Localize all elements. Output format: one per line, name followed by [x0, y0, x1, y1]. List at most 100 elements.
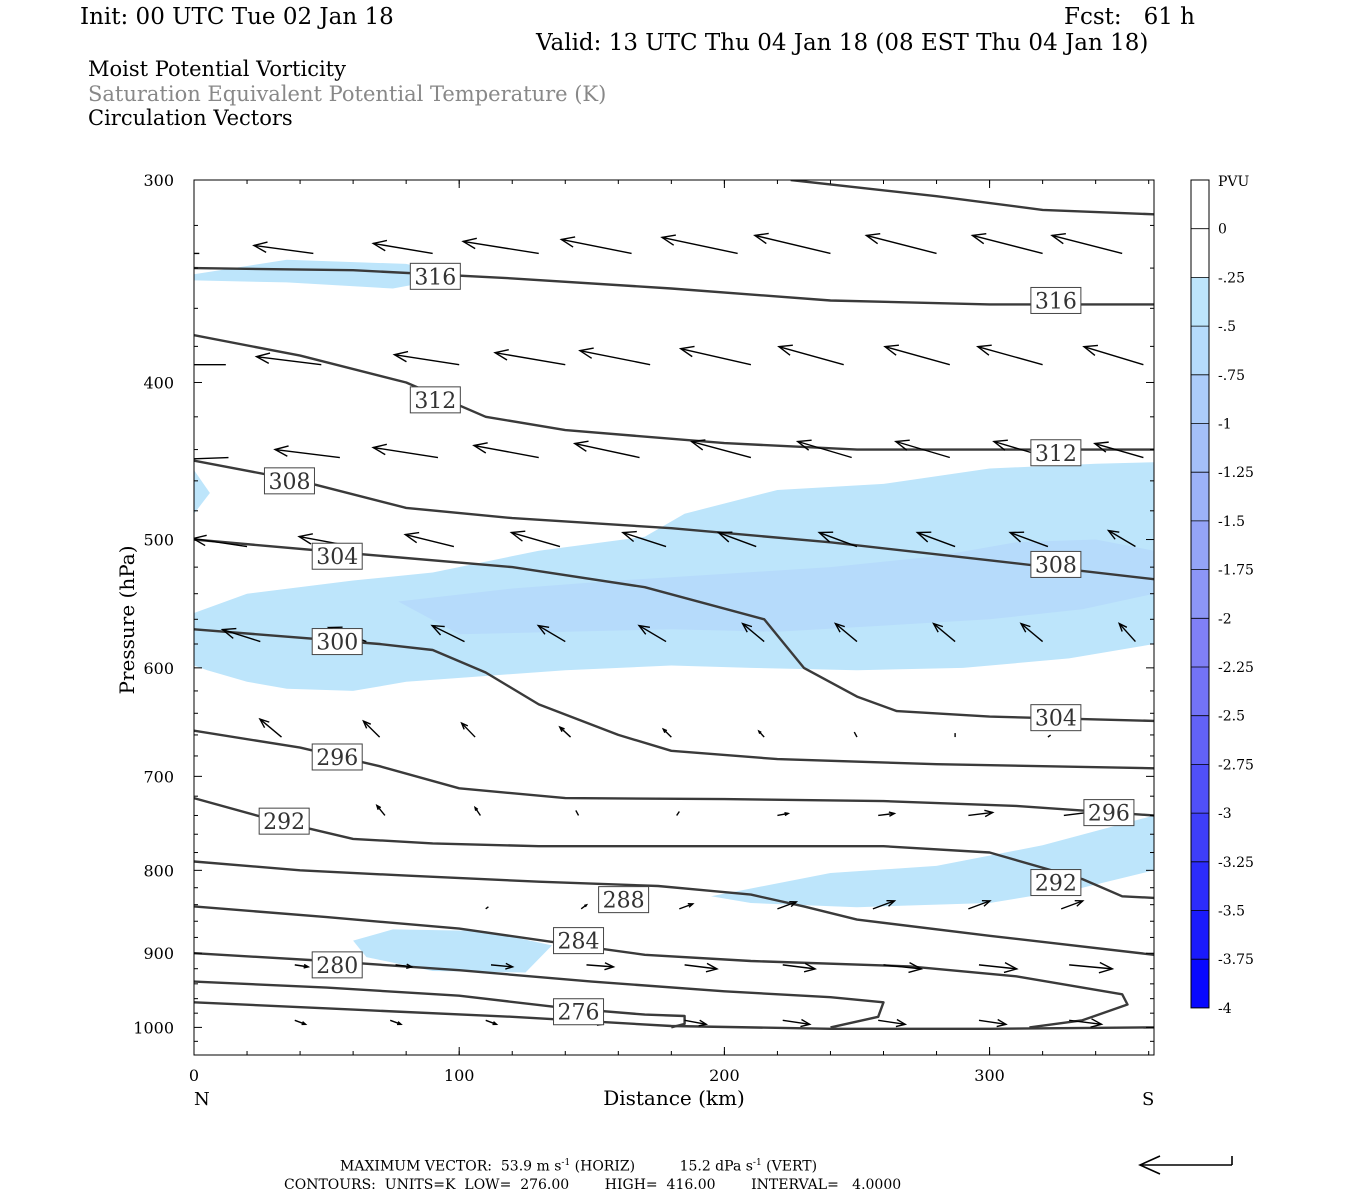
circulation-vector	[976, 344, 1043, 366]
colorbar-swatch	[1191, 228, 1209, 278]
circulation-vector	[403, 531, 455, 548]
svg-text:304: 304	[1035, 707, 1077, 732]
south-end-label: S	[1142, 1089, 1154, 1110]
theta-es-contour-280	[194, 952, 885, 1029]
colorbar-swatch	[1191, 618, 1209, 667]
colorbar-swatch	[1191, 910, 1209, 960]
circulation-vector	[461, 237, 539, 255]
circulation-vector	[970, 232, 1043, 255]
init-time: Init: 00 UTC Tue 02 Jan 18	[80, 4, 394, 30]
contour-label-304: 304	[1030, 704, 1082, 732]
reference-vector-icon	[1138, 1155, 1233, 1175]
x-tick-label: 300	[974, 1066, 1005, 1085]
circulation-vector	[1008, 531, 1049, 548]
forecast-hour: Fcst: 61 h	[1064, 4, 1195, 30]
circulation-vector	[678, 345, 752, 366]
theta-es-contour-308	[194, 459, 1154, 581]
colorbar-level-label: -.25	[1218, 270, 1245, 286]
colorbar-level-label: -1.75	[1218, 563, 1254, 579]
circulation-vector	[893, 439, 950, 459]
circulation-vector	[1082, 344, 1144, 366]
circulation-vector	[872, 899, 897, 910]
circulation-vector	[1047, 734, 1052, 738]
colorbar-swatch	[1191, 520, 1209, 570]
contour-info-note: CONTOURS: UNITS=K LOW= 276.00 HIGH= 416.…	[284, 1177, 902, 1193]
contour-label-296: 296	[311, 743, 363, 771]
circulation-vector	[509, 530, 561, 548]
contour-label-316: 316	[1030, 286, 1082, 314]
circulation-vector	[575, 810, 580, 816]
contour-label-316: 316	[409, 262, 461, 290]
colorbar-level-label: -1	[1218, 417, 1232, 433]
colorbar-swatch	[1191, 472, 1209, 521]
colorbar-level-label: -4	[1218, 1001, 1232, 1017]
north-end-label: N	[194, 1089, 210, 1110]
circulation-vector	[586, 962, 616, 971]
colorbar-level-label: -1.25	[1218, 465, 1254, 481]
colorbar-level-label: -3.25	[1218, 855, 1254, 871]
contour-label-276: 276	[553, 998, 605, 1026]
circulation-vector	[782, 962, 818, 973]
svg-text:308: 308	[1035, 553, 1077, 578]
circulation-vector	[490, 962, 515, 970]
y-tick-label: 900	[143, 944, 174, 963]
colorbar-level-label: 0	[1218, 222, 1227, 238]
contour-label-288: 288	[598, 886, 650, 914]
field-theta-es-title: Saturation Equivalent Potential Temperat…	[88, 82, 607, 106]
svg-text:316: 316	[414, 265, 456, 290]
colorbar-level-label: -3.75	[1218, 952, 1254, 968]
circulation-vector	[883, 962, 924, 974]
contour-label-308: 308	[263, 467, 315, 495]
y-tick-label: 300	[143, 171, 174, 190]
theta-es-contour-296	[194, 729, 1154, 817]
colorbar-level-label: -.5	[1218, 319, 1236, 335]
circulation-vector	[572, 440, 640, 459]
svg-text:276: 276	[558, 1001, 600, 1026]
x-tick-label: 0	[189, 1066, 199, 1085]
plot-frame	[193, 179, 1155, 1056]
circulation-vector	[472, 442, 539, 459]
circulation-vector	[362, 719, 381, 738]
colorbar-title: PVU	[1218, 174, 1250, 190]
colorbar-swatch	[1191, 374, 1209, 424]
circulation-vector	[485, 906, 489, 910]
circulation-vector	[883, 344, 950, 366]
theta-es-contour-unlabeled-12	[194, 1001, 1154, 1031]
svg-text:280: 280	[316, 954, 358, 979]
circulation-vector	[661, 727, 672, 738]
colorbar-swatch	[1191, 813, 1209, 862]
contour-label-312: 312	[1030, 439, 1082, 467]
circulation-vector	[395, 963, 414, 970]
circulation-vector	[978, 962, 1019, 974]
field-pv-title: Moist Potential Vorticity	[88, 57, 346, 81]
circulation-vector	[1050, 232, 1123, 255]
colorbar-swatch	[1191, 764, 1209, 814]
svg-text:312: 312	[1035, 442, 1077, 467]
circulation-vector	[689, 439, 752, 459]
circulation-vector	[536, 624, 566, 643]
circulation-vector	[254, 352, 322, 366]
y-tick-label: 700	[143, 767, 174, 786]
circulation-vector	[392, 350, 460, 366]
x-axis-label: Distance (km)	[603, 1086, 745, 1110]
circulation-vector	[1106, 529, 1136, 548]
contour-label-312: 312	[409, 386, 461, 414]
y-tick-label: 500	[143, 531, 174, 550]
circulation-vector	[194, 363, 226, 366]
circulation-vector	[878, 811, 897, 817]
circulation-vector	[1019, 622, 1044, 643]
circulation-vector	[252, 241, 314, 255]
colorbar-swatch	[1191, 667, 1209, 716]
colorbar-swatch	[1191, 569, 1209, 619]
y-tick-label: 600	[143, 659, 174, 678]
circulation-vector	[757, 729, 765, 738]
circulation-vector	[684, 1019, 709, 1027]
circulation-vector	[741, 622, 765, 643]
circulation-vector	[968, 809, 995, 818]
x-tick-label: 100	[444, 1066, 475, 1085]
circulation-vector	[978, 1018, 1008, 1028]
valid-time: Valid: 13 UTC Thu 04 Jan 18 (08 EST Thu …	[536, 30, 1149, 56]
contour-label-308: 308	[1030, 550, 1082, 578]
circulation-vector	[273, 445, 340, 459]
